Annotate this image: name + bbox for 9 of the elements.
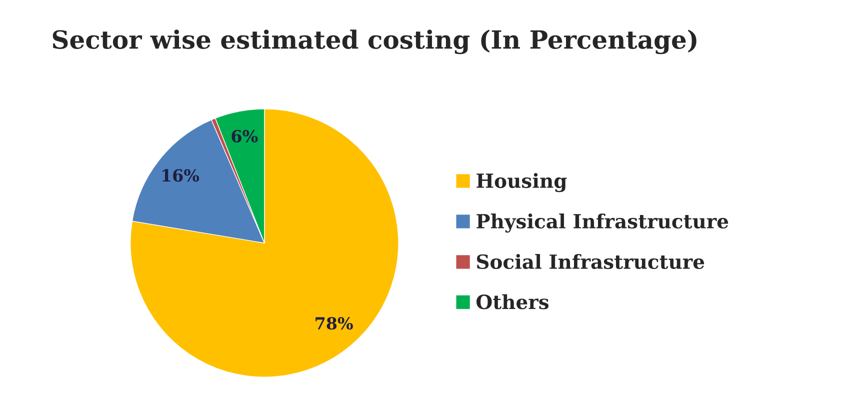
legend-label: Others xyxy=(476,294,548,310)
chart-title: Sector wise estimated costing (In Percentage) xyxy=(52,30,696,54)
data-label: 78% xyxy=(316,317,353,330)
legend-label: Physical Infrastructure xyxy=(476,214,728,233)
legend-label: Housing xyxy=(476,173,567,192)
legend-label: Social Infrastructure xyxy=(476,254,704,270)
data-label: 16% xyxy=(162,169,200,182)
pie-slice xyxy=(130,108,399,378)
data-label: 6% xyxy=(232,130,258,142)
